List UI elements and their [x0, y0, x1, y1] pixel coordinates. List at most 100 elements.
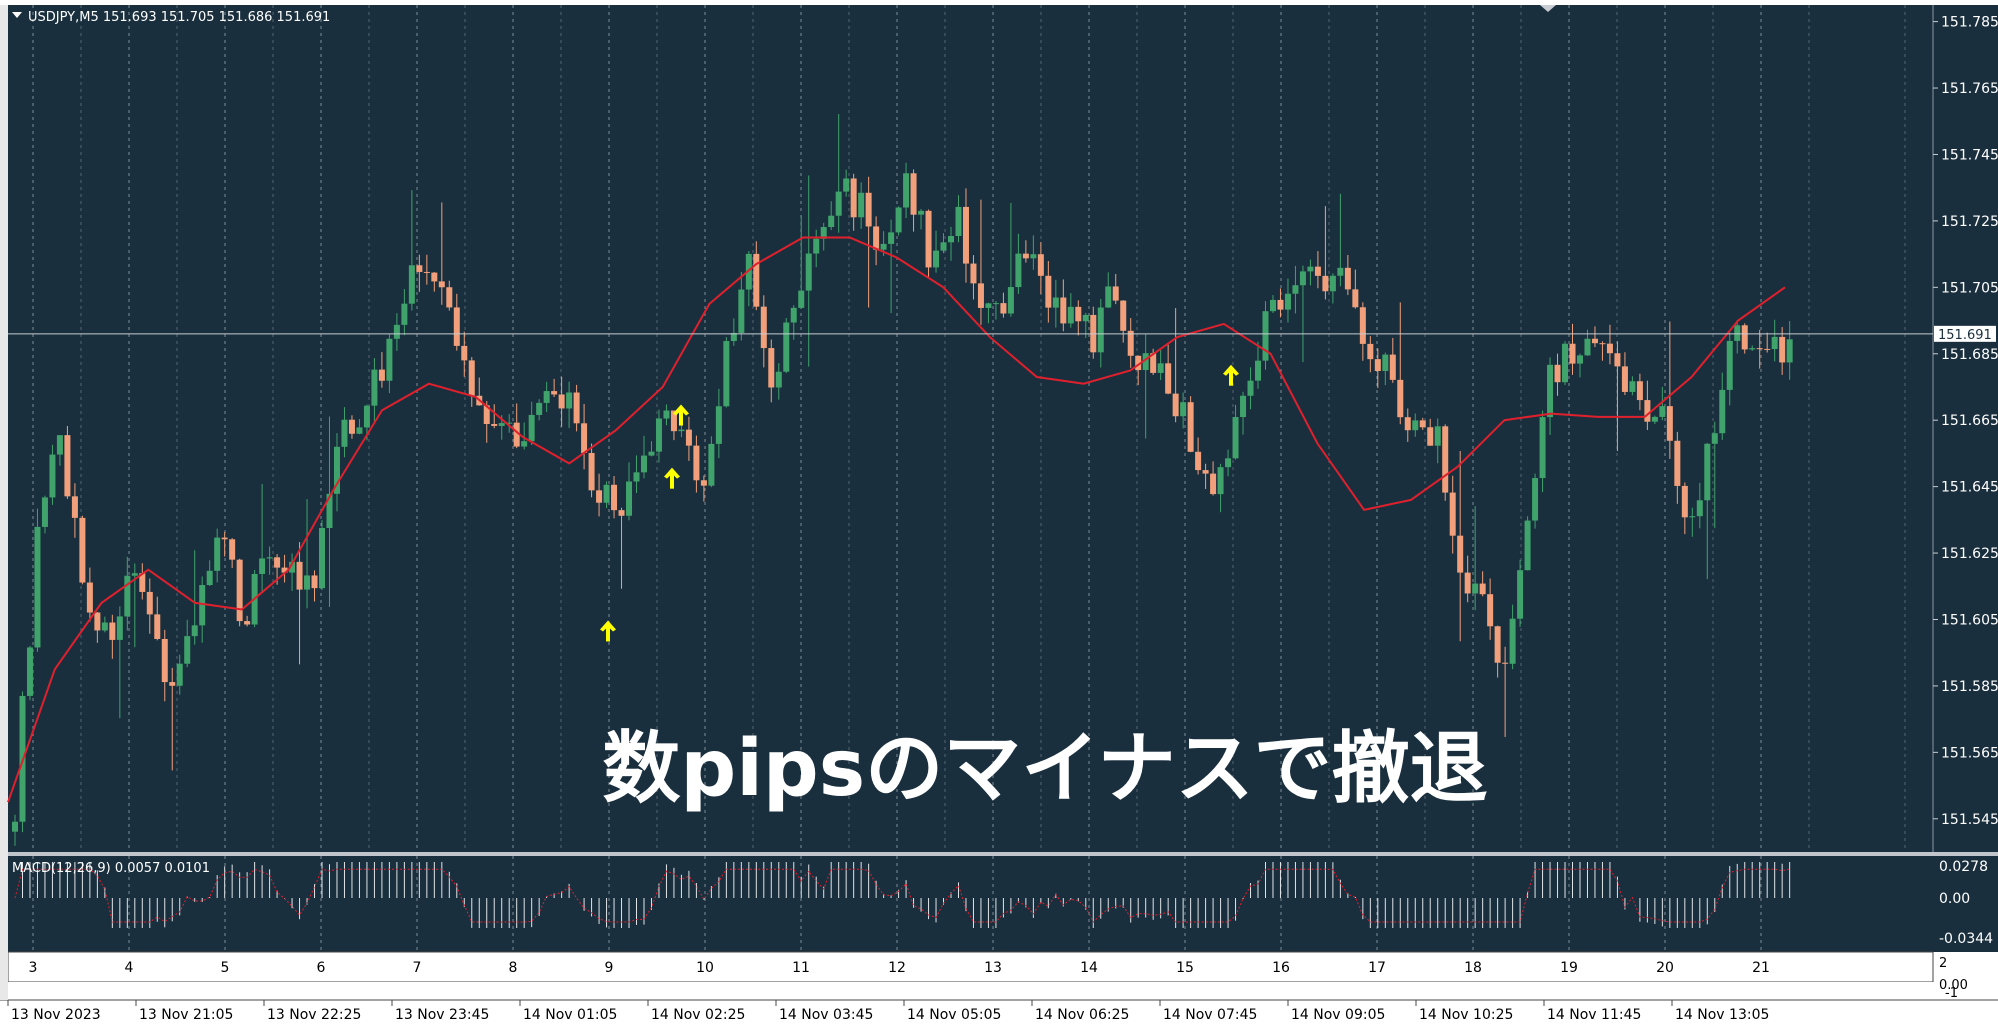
candle-body [56, 435, 63, 455]
price-axis-label: 151.565 [1941, 745, 1998, 761]
candle-body [888, 232, 895, 244]
candle-body [1404, 417, 1411, 431]
price-axis-label: 151.765 [1941, 81, 1998, 97]
candle-body [551, 391, 558, 395]
candle-body [1030, 254, 1037, 259]
candle-body [1621, 366, 1628, 392]
candle-body [491, 424, 498, 426]
day-label: 10 [696, 960, 714, 976]
candle-body [236, 559, 243, 622]
candle-body [858, 192, 865, 218]
candle-body [109, 622, 116, 640]
macd-panel[interactable] [8, 856, 1933, 952]
candle-body [1045, 275, 1052, 308]
price-axis-label: 151.725 [1941, 214, 1998, 230]
candle-body [768, 348, 775, 388]
panel-separator[interactable] [8, 852, 1998, 856]
day-label: 19 [1560, 960, 1578, 976]
bottom-axis-label-low: -1 [1945, 986, 1958, 1001]
bottom-axis-label-mid: 0.00 [1939, 978, 1968, 993]
candle-body [71, 496, 78, 518]
price-axis[interactable] [1933, 5, 1998, 852]
candle-body [1689, 516, 1696, 518]
candle-body [633, 472, 640, 482]
symbol-info: USDJPY,M5 151.693 151.705 151.686 151.69… [28, 10, 330, 25]
time-labels: 13 Nov 2023 13 Nov 21:05 13 Nov 22:25 13 No… [7, 1000, 1769, 1023]
candle-body [1397, 379, 1404, 418]
candle-body [820, 227, 827, 239]
up-arrow-icon [673, 404, 689, 426]
candle-body [1659, 406, 1666, 417]
chart-menu-triangle-icon[interactable] [12, 12, 22, 18]
candle-body [356, 427, 363, 434]
candle-body [1344, 267, 1351, 290]
candle-body [1539, 417, 1546, 479]
price-axis-label: 151.625 [1941, 546, 1998, 562]
candle-body [1629, 381, 1636, 392]
chart-shift-marker-icon[interactable] [1540, 5, 1556, 12]
candle-body [1532, 478, 1539, 521]
candle-body [738, 289, 745, 333]
candle-body [1262, 311, 1269, 361]
candle-body [1764, 348, 1771, 350]
candle-body [1187, 402, 1194, 452]
candle-body [1329, 275, 1336, 292]
macd-label: MACD(12,26,9) 0.0057 0.0101 [12, 861, 210, 876]
candle-body [678, 429, 685, 432]
candle-body [1232, 417, 1239, 459]
candle-body [154, 614, 161, 639]
candle-body [1082, 314, 1089, 322]
candle-body [1779, 336, 1786, 363]
time-label: 14 Nov 05:05 [907, 1007, 1001, 1023]
candle-body [1277, 299, 1284, 310]
overlay-caption: 数pipsのマイナスで撤退 [602, 724, 1487, 814]
candle-body [1352, 289, 1359, 308]
candle-body [1307, 266, 1314, 272]
candle-body [596, 490, 603, 503]
candle-body [1734, 325, 1741, 341]
candle-body [371, 369, 378, 406]
candle-body [363, 405, 370, 428]
time-label: 13 Nov 23:45 [395, 1007, 489, 1023]
day-label: 4 [125, 960, 134, 976]
candle-body [26, 647, 33, 696]
candle-body [1606, 343, 1613, 354]
current-price-tag [1934, 325, 1996, 342]
candle-body [528, 414, 535, 442]
price-axis-label: 151.665 [1941, 413, 1998, 429]
candle-body [416, 265, 423, 272]
candle-body [1202, 470, 1209, 474]
up-arrow-icon [1223, 364, 1239, 386]
macd-axis-label-top: 0.0278 [1939, 859, 1988, 875]
price-panel[interactable] [8, 5, 1933, 852]
candle-body [873, 226, 880, 250]
price-axis-label: 151.745 [1941, 147, 1998, 163]
candle-body [790, 307, 797, 323]
candle-body [169, 682, 176, 686]
day-label: 3 [29, 960, 38, 976]
candlestick-series [12, 114, 1793, 846]
candle-body [304, 575, 311, 590]
price-axis-label: 151.685 [1941, 347, 1998, 363]
time-label: 14 Nov 11:45 [1547, 1007, 1641, 1023]
candle-body [566, 392, 573, 409]
candle-body [393, 324, 400, 339]
candle-body [1472, 583, 1479, 594]
candle-body [1255, 360, 1262, 381]
candle-body [1644, 400, 1651, 422]
candle-body [918, 210, 925, 215]
candle-body [229, 539, 236, 560]
candle-body [333, 446, 340, 494]
candle-body [41, 497, 48, 527]
candle-body [199, 585, 206, 626]
candle-body [1337, 267, 1344, 276]
candle-body [1247, 380, 1254, 396]
candle-body [1517, 570, 1524, 619]
macd-axis-label-bottom: -0.0344 [1939, 931, 1993, 947]
candle-body [1599, 343, 1606, 345]
candle-body [880, 243, 887, 250]
price-axis-label: 151.605 [1941, 612, 1998, 628]
candle-body [1000, 303, 1007, 314]
candle-body [903, 173, 910, 208]
